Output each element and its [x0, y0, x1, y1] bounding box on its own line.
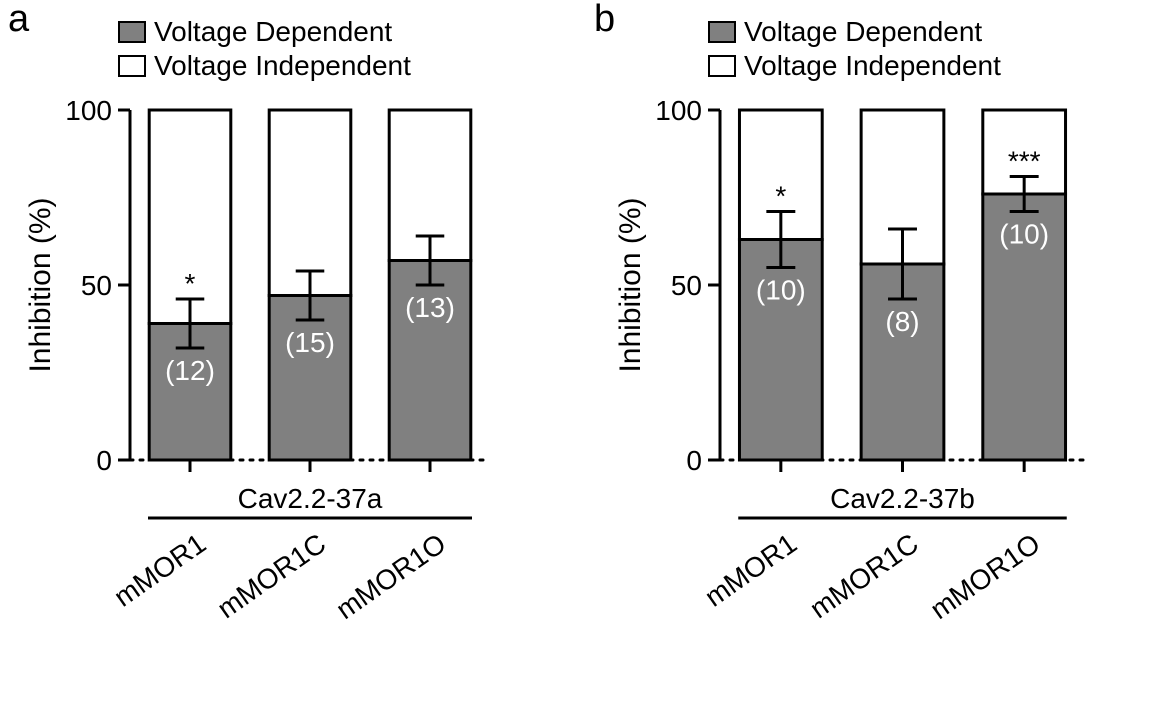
category-label: mMOR1C: [804, 528, 924, 625]
category-label: mMOR1O: [925, 528, 1046, 626]
y-tick-label: 0: [686, 445, 702, 476]
category-label: mMOR1O: [330, 528, 451, 626]
n-label: (10): [999, 219, 1049, 250]
legend-swatch-voltage-dependent: [708, 21, 736, 43]
bar-voltage-dependent: [739, 240, 822, 461]
panel-a-chart: 0 50 100 Inhibition (%) * (12) (15) (13) Cav2.2-…: [0, 70, 580, 710]
y-axis-title: Inhibition (%): [614, 197, 647, 372]
legend-label: Voltage Dependent: [154, 16, 392, 48]
bar-voltage-independent: [269, 110, 351, 296]
n-label: (10): [756, 275, 806, 306]
y-tick-label: 100: [655, 95, 702, 126]
significance-marker: ***: [1008, 146, 1041, 177]
significance-marker: *: [185, 268, 196, 299]
category-label: mMOR1: [699, 528, 802, 613]
n-label: (8): [885, 306, 919, 337]
category-label: mMOR1C: [212, 528, 332, 625]
legend-label: Voltage Dependent: [744, 16, 982, 48]
n-label: (15): [285, 327, 335, 358]
group-label: Cav2.2-37b: [830, 483, 975, 514]
panel-a-label: a: [8, 0, 29, 41]
n-label: (12): [165, 355, 215, 386]
y-axis-title: Inhibition (%): [24, 197, 57, 372]
category-label: mMOR1: [108, 528, 211, 613]
panel-b-label: b: [594, 0, 615, 41]
legend-row-voltage-dependent: Voltage Dependent: [118, 16, 411, 48]
panel-a: a Voltage Dependent Voltage Independent …: [0, 0, 580, 708]
figure: a Voltage Dependent Voltage Independent …: [0, 0, 1175, 708]
panel-b: b Voltage Dependent Voltage Independent …: [590, 0, 1175, 708]
legend-swatch-voltage-dependent: [118, 21, 146, 43]
y-tick-label: 100: [65, 95, 112, 126]
significance-marker: *: [775, 181, 786, 212]
panel-b-chart: 0 50 100 Inhibition (%) * (10) (8) *** (10) Cav2.…: [590, 70, 1175, 710]
y-tick-label: 50: [671, 270, 702, 301]
bar-voltage-dependent: [389, 261, 471, 461]
group-label: Cav2.2-37a: [238, 483, 383, 514]
legend-row-voltage-dependent: Voltage Dependent: [708, 16, 1001, 48]
y-tick-label: 50: [81, 270, 112, 301]
n-label: (13): [405, 292, 455, 323]
y-tick-label: 0: [96, 445, 112, 476]
